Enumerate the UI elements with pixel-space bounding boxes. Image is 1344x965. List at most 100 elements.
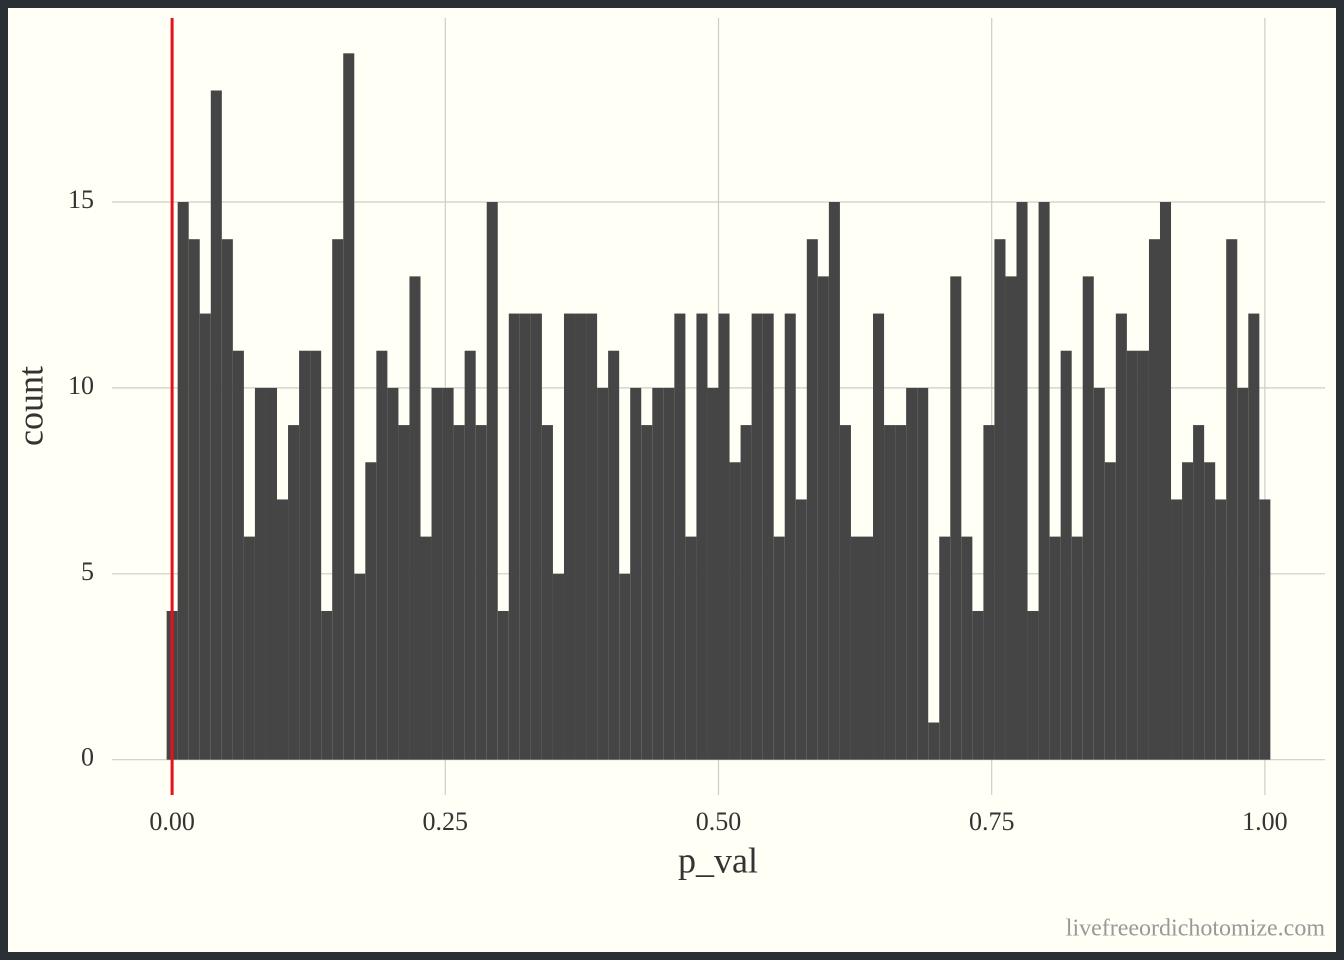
bar xyxy=(806,239,818,760)
bar xyxy=(486,202,498,760)
caption: livefreeordichotomize.com xyxy=(1066,916,1326,942)
bar xyxy=(475,425,487,760)
bar xyxy=(972,610,984,760)
bar xyxy=(1248,313,1260,760)
bar xyxy=(398,425,410,760)
bar xyxy=(1159,202,1172,760)
bar xyxy=(354,573,366,760)
bar xyxy=(873,313,885,760)
bar xyxy=(519,313,531,760)
x-tick-label: 0.50 xyxy=(696,807,742,836)
bar xyxy=(850,536,862,760)
bar xyxy=(696,313,708,760)
bar xyxy=(1071,536,1083,760)
bar xyxy=(530,313,542,760)
bar xyxy=(795,499,807,760)
bar xyxy=(376,350,388,760)
y-tick-label: 10 xyxy=(68,371,94,400)
bar xyxy=(861,536,874,760)
bar xyxy=(1226,239,1238,760)
bar xyxy=(586,313,598,760)
bar xyxy=(1237,387,1249,760)
bar xyxy=(619,573,631,760)
bar xyxy=(563,313,576,760)
bar xyxy=(365,462,377,760)
bar xyxy=(983,425,995,760)
bar xyxy=(828,202,840,760)
bar xyxy=(729,462,741,760)
bar xyxy=(1049,536,1061,760)
x-tick-label: 0.75 xyxy=(969,807,1015,836)
bar xyxy=(1093,387,1105,760)
bar xyxy=(718,313,730,760)
bar xyxy=(773,536,785,760)
bar xyxy=(839,425,851,760)
bar xyxy=(751,313,763,760)
bar xyxy=(1038,202,1050,760)
bar xyxy=(1259,499,1271,760)
bar xyxy=(552,573,564,760)
y-tick-label: 15 xyxy=(68,185,94,214)
y-tick-label: 0 xyxy=(81,743,94,772)
bar xyxy=(1215,499,1227,760)
bar xyxy=(608,350,620,760)
bar xyxy=(1137,350,1149,760)
bar xyxy=(1182,462,1194,760)
bar xyxy=(1082,276,1094,760)
x-tick-label: 0.00 xyxy=(149,807,195,836)
bar xyxy=(707,387,719,760)
bar xyxy=(1193,425,1205,760)
bar xyxy=(1126,350,1138,760)
bar xyxy=(784,313,796,760)
bar xyxy=(630,387,642,760)
bar xyxy=(442,387,454,760)
bar xyxy=(288,425,300,760)
bar xyxy=(332,239,344,760)
bar xyxy=(884,425,896,760)
bar xyxy=(265,387,278,760)
bar xyxy=(817,276,829,760)
bar xyxy=(453,425,465,760)
bar xyxy=(939,536,951,760)
bar xyxy=(497,610,509,760)
bar xyxy=(541,425,553,760)
bar xyxy=(387,387,399,760)
bar xyxy=(409,276,421,760)
bar xyxy=(1005,276,1017,760)
bar xyxy=(906,387,918,760)
bar xyxy=(1104,462,1116,760)
bar xyxy=(917,387,929,760)
bar xyxy=(243,536,255,760)
bar xyxy=(994,239,1006,760)
bar xyxy=(177,202,189,760)
bar xyxy=(1148,239,1160,760)
bar xyxy=(321,610,333,760)
bar xyxy=(641,425,653,760)
bar xyxy=(575,313,587,760)
bar xyxy=(928,722,940,760)
y-axis-label: count xyxy=(10,366,50,446)
bar xyxy=(762,313,774,760)
bar xyxy=(254,387,266,760)
x-tick-label: 0.25 xyxy=(423,807,469,836)
bar xyxy=(1016,202,1028,760)
bar xyxy=(950,276,962,760)
bar xyxy=(232,350,244,760)
bar xyxy=(188,239,200,760)
bar xyxy=(1171,499,1183,760)
bar xyxy=(961,536,973,760)
bar xyxy=(221,239,233,760)
bar xyxy=(674,313,686,760)
bar xyxy=(299,350,311,760)
bar xyxy=(740,425,752,760)
bar xyxy=(508,313,520,760)
x-tick-label: 1.00 xyxy=(1242,807,1288,836)
bar xyxy=(431,387,443,760)
bar xyxy=(652,387,664,760)
bar xyxy=(343,53,355,760)
bar xyxy=(310,350,322,760)
bar xyxy=(420,536,432,760)
bar xyxy=(1060,350,1072,760)
bar xyxy=(199,313,211,760)
